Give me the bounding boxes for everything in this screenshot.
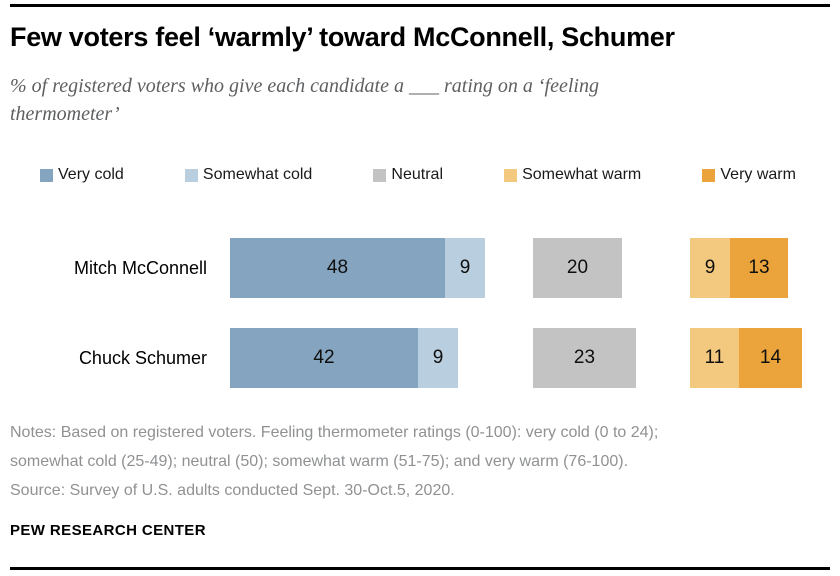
legend: Very cold Somewhat cold Neutral Somewhat wa… (40, 166, 796, 184)
top-rule (10, 4, 830, 7)
bar-value-label: 14 (759, 347, 782, 368)
legend-label: Very warm (720, 166, 796, 183)
legend-item-somewhat-warm: Somewhat warm (504, 166, 641, 184)
bar-segment-somewhat-warm: 11 (690, 328, 739, 388)
bar-segment-very-warm: 14 (739, 328, 802, 388)
legend-swatch-icon (702, 168, 716, 182)
legend-swatch-icon (184, 168, 198, 182)
bar-value-label: 9 (459, 257, 471, 278)
legend-label: Neutral (391, 166, 443, 183)
legend-item-neutral: Neutral (373, 166, 443, 184)
bar-value-label: 9 (432, 347, 444, 368)
legend-item-very-cold: Very cold (40, 166, 124, 184)
bar-segment-somewhat-cold: 9 (418, 328, 458, 388)
bar-row-mitch-mcconnell: Mitch McConnell 48 9 20 9 13 (0, 238, 840, 298)
chart-subtitle: % of registered voters who give each can… (10, 75, 599, 125)
chart-notes: Notes: Based on registered voters. Feeli… (10, 418, 835, 505)
pew-research-center-wordmark: PEW RESEARCH CENTER (10, 522, 206, 539)
bar-segment-very-warm: 13 (730, 238, 788, 298)
bar-value-label: 9 (704, 257, 716, 278)
legend-swatch-icon (40, 168, 53, 182)
bar-value-label: 23 (573, 347, 596, 368)
notes-line: Notes: Based on registered voters. Feeli… (10, 424, 659, 441)
bar-value-label: 11 (704, 347, 725, 368)
category-label: Chuck Schumer (78, 348, 207, 368)
category-label: Mitch McConnell (73, 258, 207, 278)
legend-label: Somewhat warm (522, 166, 642, 183)
bar-row-chuck-schumer: Chuck Schumer 42 9 23 11 14 (0, 328, 840, 388)
bar-value-label: 20 (566, 257, 589, 278)
bar-segment-very-cold: 42 (230, 328, 418, 388)
legend-label: Somewhat cold (202, 166, 313, 183)
legend-item-very-warm: Very warm (702, 166, 796, 184)
bottom-rule (10, 567, 830, 570)
legend-label: Very cold (58, 166, 124, 183)
bar-value-label: 42 (313, 347, 335, 368)
source-line: Source: Survey of U.S. adults conducted … (10, 482, 455, 499)
bar-segment-neutral: 20 (533, 238, 622, 298)
bar-value-label: 13 (748, 257, 770, 278)
bar-segment-very-cold: 48 (230, 238, 445, 298)
legend-swatch-icon (504, 168, 518, 182)
legend-swatch-icon (373, 168, 387, 182)
bar-segment-neutral: 23 (533, 328, 636, 388)
bar-segment-somewhat-warm: 9 (690, 238, 730, 298)
bar-value-label: 48 (326, 257, 349, 278)
legend-item-somewhat-cold: Somewhat cold (184, 166, 313, 184)
notes-line: somewhat cold (25-49); neutral (50); som… (10, 453, 629, 470)
chart-title: Few voters feel ‘warmly’ toward McConnel… (10, 22, 675, 52)
bar-segment-somewhat-cold: 9 (445, 238, 485, 298)
